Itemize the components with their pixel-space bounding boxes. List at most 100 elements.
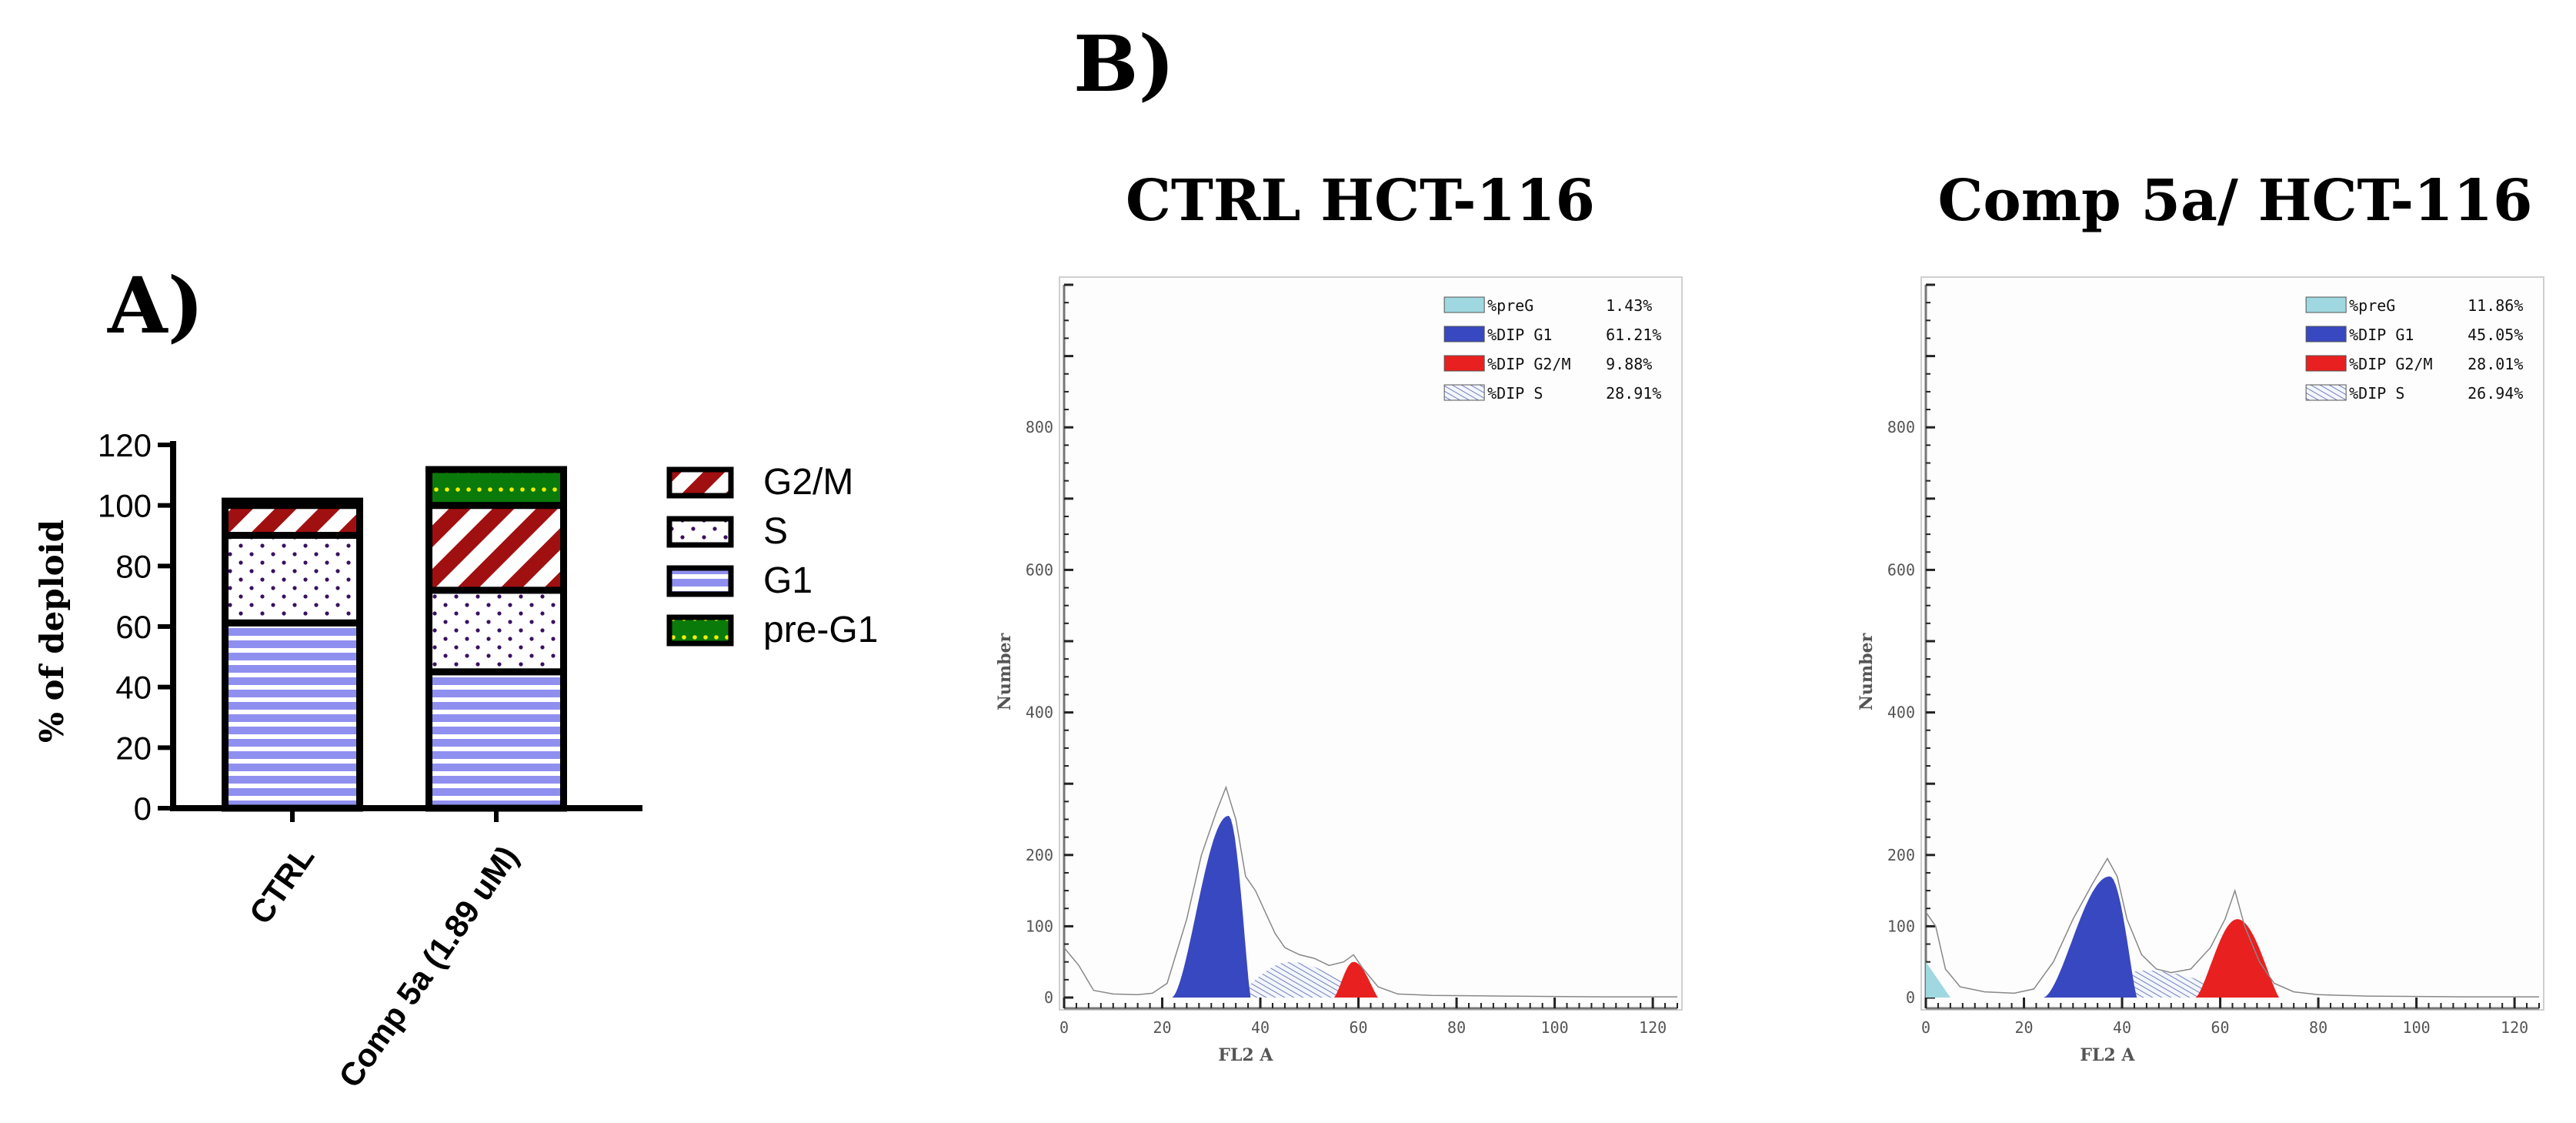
x-tick-label: 60 [1350, 1018, 1368, 1037]
hist-legend-value: 1.43% [1606, 296, 1652, 315]
x-tick-label: 100 [2403, 1018, 2431, 1037]
hist-legend-swatch [2305, 355, 2347, 372]
hist-legend-item-dip-s: %DIP S 26.94% [2305, 384, 2523, 403]
hist-legend-value: 11.86% [2468, 296, 2523, 315]
category-label: Comp 5a (1.89 uM) [332, 839, 525, 1094]
y-tick-label: 800 [1887, 418, 1915, 436]
legend-label: G2/M [763, 462, 853, 503]
hist-legend-swatch [1443, 384, 1485, 401]
x-tick-label: 40 [2113, 1018, 2131, 1037]
y-tick-label: 20 [115, 730, 152, 766]
legend-label: G1 [763, 560, 813, 601]
hist-g2m-area [1333, 961, 1379, 998]
legend-item-s: S [666, 511, 788, 552]
hist-legend-item-dip-g2-m: %DIP G2/M 9.88% [1443, 355, 1652, 373]
hist-legend-item-dip-g1: %DIP G1 45.05% [2305, 326, 2523, 344]
hist-legend-name: %DIP G2/M [2349, 355, 2432, 373]
hist-legend-value: 28.01% [2468, 355, 2523, 373]
bar-axes [170, 441, 642, 811]
y-axis-ticks: 0 20 40 60 80 100 120 [98, 427, 173, 827]
x-tick-label: 0 [1059, 1018, 1069, 1037]
hist-legend-name: %DIP G1 [1487, 326, 1552, 344]
hist-legend-value: 26.94% [2468, 384, 2523, 403]
hist-legend-swatch [2305, 384, 2347, 401]
y-tick-label: 100 [1887, 917, 1915, 935]
y-tick-label: 200 [1887, 846, 1915, 864]
hist-legend-item-dip-s: %DIP S 28.91% [1443, 384, 1661, 403]
histogram-ctrl: 0 20 40 60 80 100 120 0 100 200 400 600 800 FL2 A Numb… [995, 276, 1683, 1065]
x-axis-label: FL2 A [2080, 1045, 2135, 1065]
y-tick-label: 120 [98, 427, 152, 463]
y-tick-label: 100 [98, 488, 152, 524]
panel-b-label: B) [1073, 18, 1175, 109]
x-tick-label: 80 [1447, 1018, 1466, 1037]
hist-legend-item-dip-g2-m: %DIP G2/M 28.01% [2305, 355, 2523, 373]
bar-segment-pre-g1 [222, 497, 363, 510]
x-axis-label: FL2 A [1218, 1045, 1273, 1065]
legend-label: S [763, 511, 788, 552]
bar-stacks [222, 466, 567, 812]
bar-legend: G2/M S G1 pre-G1 [666, 462, 878, 650]
bar-segment-g2-m [425, 502, 567, 594]
y-axis-label: Number [995, 633, 1015, 710]
x-tick-label: 20 [2014, 1018, 2033, 1037]
x-tick-label: 100 [1541, 1018, 1569, 1037]
x-tick-label: 60 [2211, 1018, 2230, 1037]
y-tick-label: 600 [1887, 560, 1915, 579]
hist-legend-value: 28.91% [1606, 384, 1661, 403]
legend-swatch [666, 516, 734, 548]
x-tick-label: 40 [1251, 1018, 1270, 1037]
hist-outline [1063, 785, 1677, 998]
bar-stack-comp-5a-1-89-um [425, 466, 567, 812]
hist-legend-value: 9.88% [1606, 355, 1652, 373]
bar-segment-s [425, 587, 567, 676]
y-tick-label: 0 [134, 790, 152, 827]
hist-s-phase-area [1230, 961, 1369, 998]
bar-segment-s [222, 532, 363, 627]
hist-g2m-area [2195, 919, 2280, 998]
legend-swatch [666, 565, 734, 597]
legend-swatch [666, 466, 734, 499]
hist-legend-item-dip-g1: %DIP G1 61.21% [1443, 326, 1661, 344]
stacked-bar-chart: % of deploid 0 20 40 60 80 100 120 CTRL Comp 5a… [33, 427, 878, 1094]
hist-legend-swatch [2305, 326, 2347, 343]
hist-legend-value: 61.21% [1606, 326, 1661, 344]
category-label: CTRL [242, 839, 322, 931]
hist-legend-name: %preG [1487, 296, 1533, 315]
legend-item-g2-m: G2/M [666, 462, 853, 503]
x-tick-label: 0 [1921, 1018, 1930, 1037]
legend-item-pre-g1: pre-G1 [666, 610, 878, 650]
hist-legend-name: %preG [2349, 296, 2395, 315]
hist-legend-name: %DIP G1 [2349, 326, 2414, 344]
hist-g1-area [2044, 876, 2137, 998]
y-tick-label: 0 [1044, 988, 1053, 1007]
hist-legend-swatch [1443, 355, 1485, 372]
histogram-ctrl-title: CTRL HCT-116 [1126, 168, 1595, 234]
y-tick-label: 600 [1026, 560, 1053, 579]
hist-preg-area [1926, 961, 1950, 998]
hist-legend-name: %DIP S [2349, 384, 2404, 403]
y-tick-label: 100 [1026, 917, 1053, 935]
y-tick-label: 800 [1026, 418, 1053, 436]
plot-frame [1920, 276, 2544, 1011]
legend-label: pre-G1 [763, 610, 878, 650]
bar-segment-g1 [222, 619, 363, 812]
plot-frame [1059, 276, 1683, 1011]
hist-outline [1925, 857, 2539, 998]
hist-g1-area [1172, 816, 1251, 998]
histogram-comp5a-title: Comp 5a/ HCT-116 [1937, 168, 2532, 234]
hist-legend-item-preg: %preG 11.86% [2305, 296, 2523, 315]
hist-legend-swatch [1443, 326, 1485, 343]
bar-segment-g1 [425, 668, 567, 812]
hist-legend-name: %DIP G2/M [1487, 355, 1570, 373]
legend-item-g1: G1 [666, 560, 813, 601]
y-axis-label: % of deploid [33, 520, 71, 743]
x-tick-label: 20 [1153, 1018, 1171, 1037]
x-tick-label: 120 [2501, 1018, 2528, 1037]
x-tick-label: 80 [2309, 1018, 2327, 1037]
y-tick-label: 400 [1887, 704, 1915, 722]
y-tick-label: 400 [1026, 704, 1053, 722]
y-axis-label: Number [1857, 633, 1877, 710]
bar-stack-ctrl [222, 497, 363, 812]
